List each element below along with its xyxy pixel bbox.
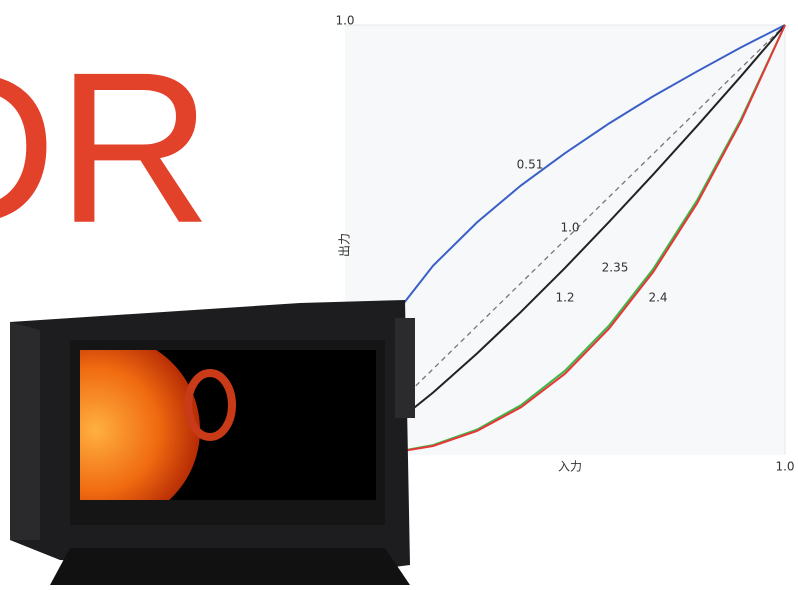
- hood-right: [395, 318, 415, 418]
- prominence: [184, 369, 236, 441]
- x-tick-label: 1.0: [775, 460, 794, 474]
- hood-side: [10, 322, 40, 540]
- sun: [80, 350, 200, 500]
- headline: DR: [0, 27, 212, 268]
- gamma-curve: [344, 24, 786, 456]
- curve-label: 2.4: [648, 291, 667, 305]
- monitor: [10, 300, 415, 585]
- curve-label: 1.0: [560, 221, 579, 235]
- curve-label: 1.2: [555, 291, 574, 305]
- curve-label: 0.51: [517, 158, 544, 172]
- gamma-curve: [344, 24, 786, 456]
- y-tick-label: 1.0: [335, 14, 354, 28]
- x-axis-label: 入力: [558, 460, 582, 474]
- gamma-curve: [344, 24, 786, 456]
- stand: [50, 548, 410, 585]
- y-axis-label: 出力: [338, 233, 352, 257]
- gamma-curve: [344, 24, 786, 456]
- chart: 1.0 1.0 入力 出力 0.51 1.0 2.35 1.2 2.4: [335, 14, 794, 474]
- curve-label: 2.35: [602, 261, 629, 275]
